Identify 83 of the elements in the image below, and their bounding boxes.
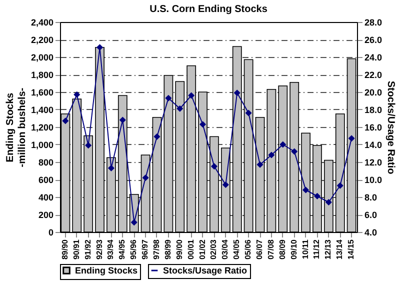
- y-tick-label: 2,400: [30, 18, 54, 28]
- legend-label: Ending Stocks: [75, 266, 138, 276]
- x-tick-label: 93/94: [106, 238, 116, 260]
- point: [166, 95, 172, 101]
- y-axis-title: Ending Stocks -million bushels-: [4, 88, 28, 168]
- y-tick-label: 2,000: [30, 52, 54, 62]
- y2-tick-label: 16.0: [364, 122, 382, 132]
- point: [337, 182, 343, 188]
- y2-tick-label: 28.0: [364, 18, 382, 28]
- point: [142, 174, 148, 181]
- y-tick-label: 600: [38, 175, 54, 185]
- x-tick-label: 09/10: [289, 238, 298, 260]
- x-tick-label: 96/97: [140, 238, 150, 260]
- y-tick-label: 200: [38, 210, 54, 220]
- x-tick-label: 06/07: [255, 238, 264, 260]
- point: [280, 142, 286, 148]
- x-tick-label: 07/08: [266, 238, 276, 260]
- y2-tick-label: 20.0: [364, 88, 382, 98]
- point: [314, 193, 320, 199]
- point: [211, 164, 218, 170]
- y2-axis-title: Stocks/Usage Ratio: [385, 80, 396, 174]
- point: [268, 152, 274, 158]
- point: [85, 142, 92, 148]
- y-tick-label: 1,600: [30, 88, 54, 98]
- y-tick-label: 2,200: [30, 35, 54, 45]
- x-tick-label: 94/95: [118, 238, 127, 260]
- x-tick-label: 10/11: [300, 238, 310, 260]
- x-tick-label: 12/13: [324, 238, 333, 260]
- x-tick-label: 08/09: [278, 238, 287, 260]
- point: [96, 44, 103, 50]
- x-tick-label: 90/91: [72, 238, 81, 260]
- point: [131, 220, 137, 226]
- point: [348, 136, 354, 142]
- x-tick-label: 01/02: [198, 238, 207, 260]
- y2-tick-label: 10.0: [364, 175, 382, 185]
- y2-tick-label: 8.0: [364, 192, 378, 202]
- y2-tick-label: 24.0: [364, 52, 382, 62]
- y-tick-label: 400: [38, 192, 54, 202]
- x-tick-label: 03/04: [220, 238, 230, 260]
- point: [188, 92, 194, 98]
- y2-tick-label: 6.0: [364, 210, 378, 220]
- y-tick-label: 800: [38, 158, 54, 168]
- legend-label: Stocks/Usage Ratio: [163, 266, 248, 276]
- point: [74, 92, 80, 98]
- y-tick-label: 1,800: [30, 70, 54, 80]
- x-tick-label: 98/99: [163, 238, 172, 260]
- y-tick-label: 1,400: [30, 105, 54, 115]
- y2-tick-label: 14.0: [364, 140, 382, 150]
- y-tick-label: 1,200: [30, 122, 54, 132]
- y2-tick-label: 12.0: [364, 158, 382, 168]
- x-tick-label: 92/93: [94, 238, 104, 260]
- x-tick-label: 97/98: [152, 238, 161, 260]
- x-tick-label: 14/15: [346, 238, 356, 260]
- y2-tick-label: 4.0: [364, 228, 378, 238]
- point: [234, 90, 240, 96]
- point: [257, 162, 263, 168]
- y-tick-label: 0: [48, 228, 54, 238]
- x-tick-label: 00/01: [186, 238, 196, 260]
- point: [177, 106, 183, 112]
- point: [108, 165, 114, 171]
- x-tick-label: 89/90: [60, 238, 70, 260]
- x-tick-label: 95/96: [129, 238, 138, 260]
- point: [246, 110, 252, 116]
- x-tick-label: 91/92: [83, 238, 92, 260]
- x-tick-label: 13/14: [335, 238, 344, 260]
- y-tick-label: 1,000: [30, 140, 54, 150]
- chart-title: U.S. Corn Ending Stocks: [150, 4, 268, 15]
- point: [62, 118, 68, 124]
- x-tick-label: 11/12: [312, 238, 322, 260]
- y2-tick-label: 26.0: [364, 35, 382, 45]
- point: [326, 199, 332, 206]
- x-tick-label: 05/06: [244, 238, 253, 260]
- point: [222, 182, 229, 188]
- x-tick-label: 04/05: [232, 238, 242, 260]
- y2-tick-label: 18.0: [364, 105, 382, 115]
- point: [200, 122, 206, 128]
- y2-tick-label: 22.0: [364, 70, 382, 80]
- point: [302, 187, 309, 193]
- x-tick-label: 99/00: [174, 238, 184, 260]
- point: [120, 117, 126, 123]
- point: [154, 134, 160, 140]
- point: [291, 148, 298, 154]
- x-tick-label: 02/03: [209, 238, 218, 260]
